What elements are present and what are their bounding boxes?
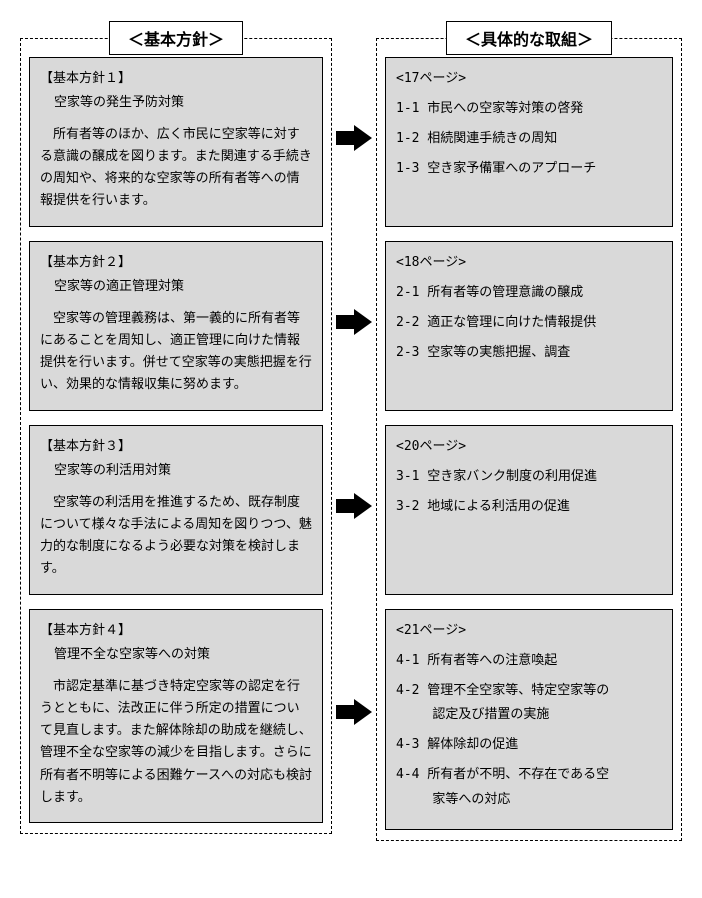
policy-body: 市認定基準に基づき特定空家等の認定を行うとともに、法改正に伴う所定の措置について… bbox=[40, 676, 312, 809]
action-item: 1-1 市民への空家等対策の啓発 bbox=[396, 98, 662, 120]
columns-wrap: ＜基本方針＞ 【基本方針１】 空家等の発生予防対策 所有者等のほか、広く市民に空… bbox=[20, 38, 682, 841]
action-item: 2-1 所有者等の管理意識の醸成 bbox=[396, 282, 662, 304]
action-box-4: <21ページ> 4-1 所有者等への注意喚起 4-2 管理不全空家等、特定空家等… bbox=[385, 609, 673, 830]
action-box-1: <17ページ> 1-1 市民への空家等対策の啓発 1-2 相続関連手続きの周知 … bbox=[385, 57, 673, 227]
arrow-right-icon bbox=[336, 309, 372, 335]
action-item: 1-2 相続関連手続きの周知 bbox=[396, 128, 662, 150]
policy-tag: 【基本方針３】 bbox=[40, 436, 312, 458]
action-item-cont: 認定及び措置の実施 bbox=[396, 704, 662, 726]
action-item: 3-1 空き家バンク制度の利用促進 bbox=[396, 466, 662, 488]
policy-box-2: 【基本方針２】 空家等の適正管理対策 空家等の管理義務は、第一義的に所有者等にあ… bbox=[29, 241, 323, 411]
action-item: 4-4 所有者が不明、不存在である空 bbox=[396, 764, 662, 786]
policy-box-4: 【基本方針４】 管理不全な空家等への対策 市認定基準に基づき特定空家等の認定を行… bbox=[29, 609, 323, 823]
left-column: ＜基本方針＞ 【基本方針１】 空家等の発生予防対策 所有者等のほか、広く市民に空… bbox=[20, 38, 332, 834]
policy-title: 空家等の適正管理対策 bbox=[54, 276, 312, 298]
right-header: ＜具体的な取組＞ bbox=[446, 21, 612, 55]
policy-title: 空家等の発生予防対策 bbox=[54, 92, 312, 114]
arrow-slot-4 bbox=[332, 598, 376, 826]
arrow-slot-1 bbox=[332, 46, 376, 230]
action-page: <18ページ> bbox=[396, 252, 662, 274]
arrow-right-icon bbox=[336, 699, 372, 725]
action-page: <21ページ> bbox=[396, 620, 662, 642]
action-page: <20ページ> bbox=[396, 436, 662, 458]
action-item: 4-1 所有者等への注意喚起 bbox=[396, 650, 662, 672]
policy-tag: 【基本方針１】 bbox=[40, 68, 312, 90]
actions-stack: <17ページ> 1-1 市民への空家等対策の啓発 1-2 相続関連手続きの周知 … bbox=[385, 49, 673, 830]
action-item: 1-3 空き家予備軍へのアプローチ bbox=[396, 158, 662, 180]
action-item: 4-2 管理不全空家等、特定空家等の bbox=[396, 680, 662, 702]
action-page: <17ページ> bbox=[396, 68, 662, 90]
policy-title: 空家等の利活用対策 bbox=[54, 460, 312, 482]
diagram-root: ＜基本方針＞ 【基本方針１】 空家等の発生予防対策 所有者等のほか、広く市民に空… bbox=[20, 20, 682, 841]
action-item: 2-2 適正な管理に向けた情報提供 bbox=[396, 312, 662, 334]
action-item-cont: 家等への対応 bbox=[396, 789, 662, 811]
arrow-right-icon bbox=[336, 493, 372, 519]
policy-tag: 【基本方針４】 bbox=[40, 620, 312, 642]
action-box-3: <20ページ> 3-1 空き家バンク制度の利用促進 3-2 地域による利活用の促… bbox=[385, 425, 673, 595]
arrow-slot-2 bbox=[332, 230, 376, 414]
policy-body: 空家等の利活用を推進するため、既存制度について様々な手法による周知を図りつつ、魅… bbox=[40, 492, 312, 580]
left-header: ＜基本方針＞ bbox=[109, 21, 243, 55]
arrow-slot-3 bbox=[332, 414, 376, 598]
policy-body: 所有者等のほか、広く市民に空家等に対する意識の醸成を図ります。また関連する手続き… bbox=[40, 124, 312, 212]
action-item: 3-2 地域による利活用の促進 bbox=[396, 496, 662, 518]
policy-tag: 【基本方針２】 bbox=[40, 252, 312, 274]
action-item: 4-3 解体除却の促進 bbox=[396, 734, 662, 756]
policy-title: 管理不全な空家等への対策 bbox=[54, 644, 312, 666]
action-box-2: <18ページ> 2-1 所有者等の管理意識の醸成 2-2 適正な管理に向けた情報… bbox=[385, 241, 673, 411]
arrow-right-icon bbox=[336, 125, 372, 151]
action-item: 2-3 空家等の実態把握、調査 bbox=[396, 342, 662, 364]
policy-box-3: 【基本方針３】 空家等の利活用対策 空家等の利活用を推進するため、既存制度につい… bbox=[29, 425, 323, 595]
policy-body: 空家等の管理義務は、第一義的に所有者等にあることを周知し、適正管理に向けた情報提… bbox=[40, 308, 312, 396]
policies-stack: 【基本方針１】 空家等の発生予防対策 所有者等のほか、広く市民に空家等に対する意… bbox=[29, 49, 323, 823]
policy-box-1: 【基本方針１】 空家等の発生予防対策 所有者等のほか、広く市民に空家等に対する意… bbox=[29, 57, 323, 227]
right-column: ＜具体的な取組＞ <17ページ> 1-1 市民への空家等対策の啓発 1-2 相続… bbox=[376, 38, 682, 841]
arrows-column bbox=[332, 38, 376, 826]
